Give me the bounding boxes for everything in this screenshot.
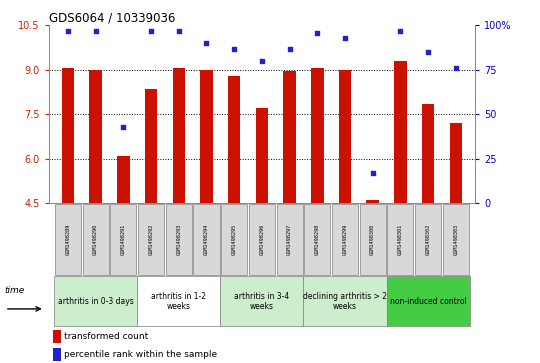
Bar <box>284 72 296 203</box>
Bar <box>443 204 469 275</box>
Point <box>341 35 349 41</box>
Bar <box>367 200 379 203</box>
Text: GSM1498297: GSM1498297 <box>287 224 292 255</box>
Point <box>368 170 377 176</box>
Text: declining arthritis > 2
weeks: declining arthritis > 2 weeks <box>303 291 387 311</box>
Bar <box>137 276 220 326</box>
Text: arthritis in 3-4
weeks: arthritis in 3-4 weeks <box>234 291 289 311</box>
Text: GSM1498294: GSM1498294 <box>204 224 209 255</box>
Bar <box>360 204 386 275</box>
Bar <box>173 68 185 203</box>
Bar <box>249 204 275 275</box>
Text: GSM1498303: GSM1498303 <box>453 224 458 255</box>
Bar <box>415 204 441 275</box>
Bar <box>117 156 130 203</box>
Bar <box>193 204 220 275</box>
Text: GDS6064 / 10339036: GDS6064 / 10339036 <box>49 11 175 24</box>
Bar <box>311 68 323 203</box>
Text: GSM1498290: GSM1498290 <box>93 224 98 255</box>
Text: GSM1498300: GSM1498300 <box>370 224 375 255</box>
Text: non-induced control: non-induced control <box>390 297 467 306</box>
Bar <box>394 61 407 203</box>
Text: arthritis in 1-2
weeks: arthritis in 1-2 weeks <box>151 291 206 311</box>
Bar <box>200 70 213 203</box>
Point <box>174 28 183 34</box>
Text: transformed count: transformed count <box>64 332 148 341</box>
Bar <box>304 204 330 275</box>
Point <box>147 28 156 34</box>
Point <box>285 46 294 52</box>
Text: GSM1498299: GSM1498299 <box>342 224 348 255</box>
Point <box>451 65 460 71</box>
Text: GSM1498292: GSM1498292 <box>148 224 153 255</box>
Bar <box>62 68 74 203</box>
Bar <box>138 204 164 275</box>
Text: GSM1498295: GSM1498295 <box>232 224 237 255</box>
Bar <box>422 104 434 203</box>
Bar <box>339 70 351 203</box>
Bar <box>387 204 414 275</box>
Bar <box>54 276 137 326</box>
Point <box>258 58 266 64</box>
Text: GSM1498302: GSM1498302 <box>426 224 430 255</box>
Bar <box>220 276 303 326</box>
Bar <box>110 204 137 275</box>
Bar <box>276 204 302 275</box>
Bar <box>53 330 60 343</box>
Bar <box>53 348 60 361</box>
Bar <box>55 204 81 275</box>
Bar <box>303 276 387 326</box>
Text: GSM1498298: GSM1498298 <box>315 224 320 255</box>
Point <box>313 30 322 36</box>
Text: percentile rank within the sample: percentile rank within the sample <box>64 350 217 359</box>
Bar <box>166 204 192 275</box>
Point <box>64 28 72 34</box>
Text: GSM1498301: GSM1498301 <box>398 224 403 255</box>
Point <box>424 49 433 55</box>
Bar <box>83 204 109 275</box>
Text: GSM1498296: GSM1498296 <box>259 224 265 255</box>
Bar <box>332 204 358 275</box>
Text: arthritis in 0-3 days: arthritis in 0-3 days <box>58 297 133 306</box>
Bar <box>387 276 470 326</box>
Text: time: time <box>5 286 25 295</box>
Bar <box>255 109 268 203</box>
Point <box>230 46 239 52</box>
Bar <box>90 70 102 203</box>
Point <box>396 28 404 34</box>
Text: GSM1498289: GSM1498289 <box>65 224 71 255</box>
Text: GSM1498291: GSM1498291 <box>121 224 126 255</box>
Bar <box>221 204 247 275</box>
Bar <box>450 123 462 203</box>
Text: GSM1498293: GSM1498293 <box>176 224 181 255</box>
Bar <box>145 89 157 203</box>
Bar <box>228 76 240 203</box>
Point <box>202 40 211 46</box>
Point <box>119 124 128 130</box>
Point <box>91 28 100 34</box>
